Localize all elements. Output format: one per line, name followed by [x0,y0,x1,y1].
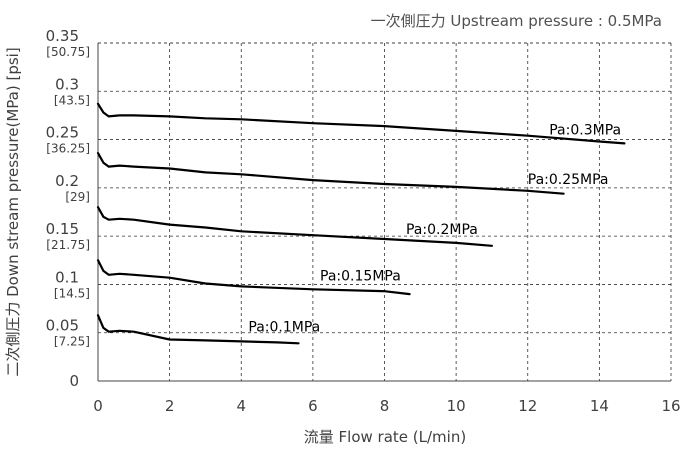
y-axis-label: 二次側圧力 Down stream pressure(MPa) [psi] [4,47,22,376]
y-tick-psi-label: [14.5] [54,286,90,300]
y-tick-psi-label: [29] [65,190,90,204]
series-lines [96,102,626,345]
y-tick-label: 0.3 [55,75,79,93]
series-label: Pa:0.3MPa [549,123,621,139]
x-tick-label: 10 [447,397,466,415]
y-tick-psi-label: [50.75] [46,45,90,59]
series-line [96,206,493,247]
y-tick-psi-label: [7.25] [54,335,90,349]
x-tick-label: 0 [93,397,103,415]
series-label: Pa:0.2MPa [406,222,478,238]
series-line [96,314,300,345]
y-tick-label: 0.05 [46,317,79,335]
x-tick-label: 6 [308,397,318,415]
y-tick-label: 0.35 [46,27,79,45]
x-tick-label: 8 [380,397,390,415]
x-tick-label: 4 [236,397,246,415]
series-label: Pa:0.15MPa [320,269,401,285]
y-tick-psi-label: [36.25] [46,142,90,156]
x-axis-label: 流量 Flow rate (L/min) [304,428,466,446]
y-tick-label: 0.2 [55,172,79,190]
y-tick-psi-label: [21.75] [46,238,90,252]
series-line [96,259,411,296]
axis-ticks: 0 2 4 6 8 10 12 14 16 0 0.05[7.25] 0.1[14.5] 0.15[21… [46,27,681,415]
series-line [96,152,565,195]
y-tick-label: 0 [69,372,79,390]
x-tick-label: 12 [518,397,537,415]
series-label: Pa:0.25MPa [528,172,609,188]
grid-lines [97,42,672,382]
x-tick-label: 16 [661,397,680,415]
series-label: Pa:0.1MPa [248,320,320,336]
series-labels: Pa:0.3MPa Pa:0.25MPa Pa:0.2MPa Pa:0.15MPa Pa… [248,123,621,336]
y-tick-label: 0.1 [55,268,79,286]
x-tick-label: 14 [590,397,609,415]
y-tick-label: 0.15 [46,220,79,238]
y-tick-psi-label: [43.5] [54,93,90,107]
x-tick-label: 2 [165,397,175,415]
chart-title: 一次側圧力 Upstream pressure : 0.5MPa [371,12,662,30]
series-line [96,102,626,145]
y-tick-label: 0.25 [46,124,79,142]
